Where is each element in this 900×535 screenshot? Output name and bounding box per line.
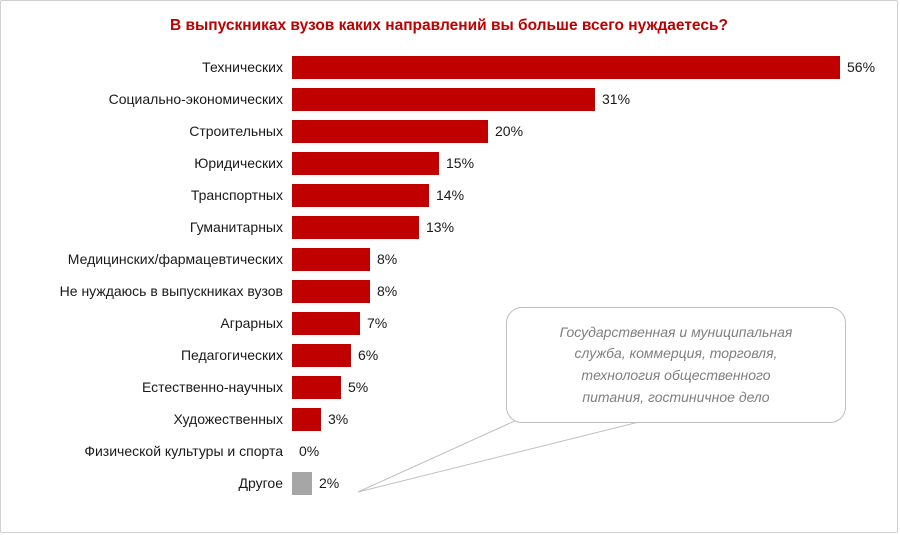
category-label: Художественных [173, 411, 283, 427]
bar-row: Строительных 20% [21, 115, 877, 147]
bar-row: Транспортных 14% [21, 179, 877, 211]
value-label: 0% [299, 443, 320, 459]
value-label: 56% [847, 59, 876, 75]
bar-track: 31% [292, 87, 877, 111]
value-label: 8% [377, 283, 398, 299]
bar [292, 375, 341, 399]
bar-track: 15% [292, 151, 877, 175]
bar-track: 8% [292, 247, 877, 271]
category-label: Строительных [189, 123, 283, 139]
callout-text: Государственная и муниципальная служба, … [559, 323, 793, 405]
bar [292, 119, 488, 143]
category-label: Юридических [194, 155, 283, 171]
bar-track: 7% [292, 311, 877, 335]
category-label: Естественно-научных [141, 379, 283, 395]
bar-row: Физической культуры и спорта 0% [21, 435, 877, 467]
category-label: Транспортных [190, 187, 283, 203]
bar-track: 13% [292, 215, 877, 239]
value-label: 15% [446, 155, 475, 171]
bar-row: Юридических 15% [21, 147, 877, 179]
bar [292, 407, 321, 431]
bar-track: 3% [292, 407, 877, 431]
value-label: 8% [377, 251, 398, 267]
bar-track: 20% [292, 119, 877, 143]
callout-bubble: Государственная и муниципальная служба, … [506, 307, 846, 423]
bar-row: Аграрных 7% [21, 307, 877, 339]
category-label: Аграрных [220, 315, 283, 331]
value-label: 6% [358, 347, 379, 363]
bar-chart: Технических 56% Социально-экономических 31%… [1, 51, 897, 499]
category-label: Социально-экономических [108, 91, 283, 107]
bar [292, 343, 351, 367]
bar-track: 0% [292, 440, 877, 463]
bar [292, 183, 429, 207]
value-label: 7% [367, 315, 388, 331]
bar-track: 5% [292, 375, 877, 399]
bar-row: Естественно-научных 5% [21, 371, 877, 403]
bar-track: 2% [292, 471, 877, 495]
bar [292, 279, 370, 303]
value-label: 13% [426, 219, 455, 235]
bar [292, 87, 595, 111]
value-label: 20% [495, 123, 524, 139]
bar-row: Не нуждаюсь в выпускниках вузов 8% [21, 275, 877, 307]
bar-track: 56% [292, 55, 877, 79]
value-label: 31% [602, 91, 631, 107]
bar-track: 14% [292, 183, 877, 207]
category-label: Медицинских/фармацевтических [67, 251, 283, 267]
category-label: Физической культуры и спорта [84, 443, 283, 459]
value-label: 2% [319, 475, 340, 491]
category-label: Гуманитарных [189, 219, 283, 235]
category-label: Другое [238, 475, 283, 491]
value-label: 14% [436, 187, 465, 203]
bar [292, 151, 439, 175]
bar-row: Гуманитарных 13% [21, 211, 877, 243]
bar-track: 6% [292, 343, 877, 367]
bar [292, 215, 419, 239]
value-label: 3% [328, 411, 349, 427]
bar [292, 55, 840, 79]
bar-row: Другое 2% [21, 467, 877, 499]
bar [292, 247, 370, 271]
category-label: Педагогических [180, 347, 283, 363]
bar-row: Медицинских/фармацевтических 8% [21, 243, 877, 275]
bar [292, 471, 312, 495]
category-label: Не нуждаюсь в выпускниках вузов [59, 283, 283, 299]
bar-row: Социально-экономических 31% [21, 83, 877, 115]
bar-track: 8% [292, 279, 877, 303]
category-label: Технических [202, 59, 283, 75]
bar-row: Художественных 3% [21, 403, 877, 435]
bar-row: Технических 56% [21, 51, 877, 83]
chart-title: В выпускниках вузов каких направлений вы… [170, 17, 728, 34]
bar [292, 311, 360, 335]
bar-row: Педагогических 6% [21, 339, 877, 371]
value-label: 5% [348, 379, 369, 395]
